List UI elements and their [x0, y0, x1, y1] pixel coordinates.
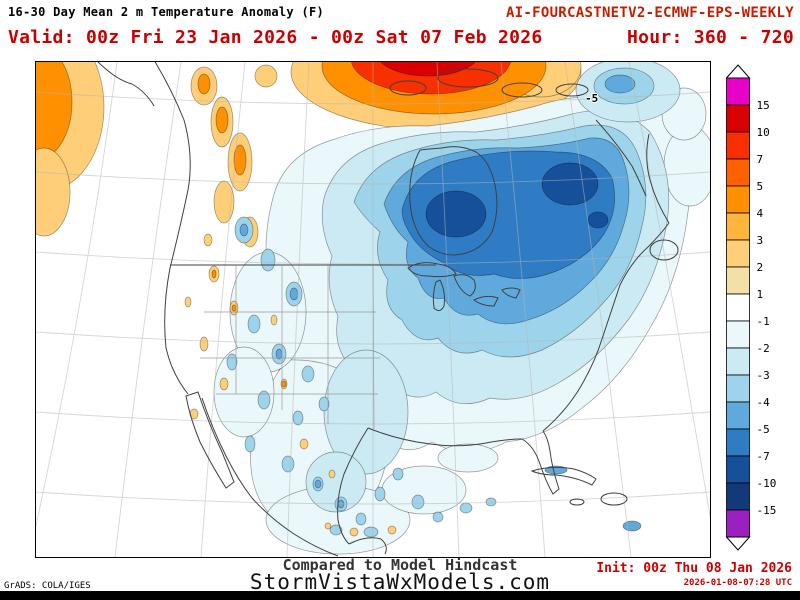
colorbar-band	[726, 239, 750, 268]
coastlines	[97, 62, 679, 557]
forecast-hour-range: Hour: 360 - 720	[626, 27, 794, 48]
generated-timestamp: 2026-01-08-07:28 UTC	[683, 578, 792, 588]
scattered-anomaly-speckles	[184, 216, 642, 538]
map-frame: -5	[35, 61, 711, 558]
colorbar-label: -3	[757, 369, 770, 382]
colorbar-label: 3	[757, 234, 764, 247]
colorbar-band	[726, 401, 750, 430]
colorbar-label: 1	[757, 288, 764, 301]
colorbar-band	[726, 347, 750, 376]
colorbar-scale: 15 10 7 5 4 3 2 1 -1 -2 -3 -4 -5 -7 -10 -15	[725, 64, 777, 551]
colorbar-band	[726, 77, 750, 106]
mexico-east-coast	[337, 427, 387, 555]
product-title: 16-30 Day Mean 2 m Temperature Anomaly (…	[8, 5, 325, 19]
arctic-islands	[389, 68, 679, 261]
colorbar-band	[726, 131, 750, 160]
colorbar-arrow-down	[725, 536, 751, 551]
colorbar-band	[726, 455, 750, 484]
colorbar: 15 10 7 5 4 3 2 1 -1 -2 -3 -4 -5 -7 -10 -15	[725, 64, 798, 556]
colorbar-band	[726, 482, 750, 511]
colorbar-label: 15	[757, 99, 770, 112]
site-watermark: StormVistaWxModels.com	[249, 570, 551, 594]
init-time: Init: 00z Thu 08 Jan 2026	[596, 561, 792, 576]
gulf-coast	[367, 427, 523, 447]
north-america-anomaly-map	[36, 62, 710, 557]
colorbar-band	[726, 293, 750, 322]
bottom-black-bar	[0, 591, 800, 600]
graticule	[36, 62, 710, 557]
colorbar-band	[726, 104, 750, 133]
cuba	[530, 466, 597, 486]
model-name: AI-FOURCASTNETV2-ECMWF-EPS-WEEKLY	[505, 5, 794, 21]
header-row-1: 16-30 Day Mean 2 m Temperature Anomaly (…	[8, 5, 794, 21]
labrador-coast	[595, 119, 670, 224]
hudson-bay	[409, 146, 498, 256]
valid-range: Valid: 00z Fri 23 Jan 2026 - 00z Sat 07 …	[8, 27, 543, 48]
colorbar-band	[726, 374, 750, 403]
east-coast	[542, 222, 670, 432]
colorbar-label: -4	[757, 396, 771, 409]
colorbar-label: -2	[757, 342, 770, 355]
colorbar-label: 10	[757, 126, 770, 139]
colorbar-label: -5	[757, 423, 770, 436]
colorbar-label: -7	[757, 450, 770, 463]
alaska-coast	[97, 62, 155, 107]
colorbar-band	[726, 428, 750, 457]
colorbar-label: -1	[757, 315, 770, 328]
colorbar-arrow-up	[725, 64, 751, 79]
grads-credit: GrADS: COLA/IGES	[4, 581, 91, 591]
colorbar-band	[726, 509, 750, 538]
state-borders	[200, 264, 380, 430]
colorbar-band	[726, 212, 750, 241]
header-row-2: Valid: 00z Fri 23 Jan 2026 - 00z Sat 07 …	[8, 27, 794, 48]
colorbar-label: 2	[757, 261, 764, 274]
colorbar-label: 7	[757, 153, 764, 166]
colorbar-label: 5	[757, 180, 764, 193]
comparison-note: Compared to Model Hindcast	[282, 556, 518, 574]
caribbean-islands	[530, 466, 628, 506]
colorbar-band	[726, 185, 750, 214]
colorbar-band	[726, 320, 750, 349]
colorbar-label: -10	[757, 477, 777, 490]
colorbar-label: 4	[757, 207, 764, 220]
contour-label: -5	[585, 92, 599, 105]
colorbar-band	[726, 158, 750, 187]
colorbar-band	[726, 266, 750, 295]
pacific-coast	[154, 62, 191, 395]
colorbar-label: -15	[757, 504, 777, 517]
florida	[521, 430, 560, 495]
baja-california	[185, 391, 235, 489]
mexico-west-coast	[201, 397, 339, 557]
great-lakes	[407, 262, 521, 312]
